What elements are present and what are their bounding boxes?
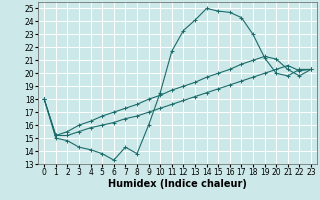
X-axis label: Humidex (Indice chaleur): Humidex (Indice chaleur) <box>108 179 247 189</box>
